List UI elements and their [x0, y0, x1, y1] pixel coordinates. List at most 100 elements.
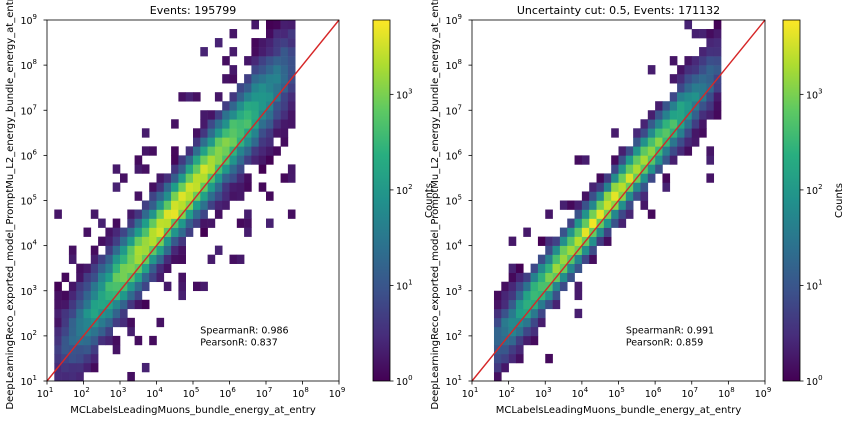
- heatmap-cell: [691, 110, 700, 120]
- heatmap-cell: [537, 263, 546, 273]
- heatmap-cell: [141, 281, 150, 292]
- heatmap-cell: [105, 281, 113, 292]
- heatmap-cell: [141, 128, 150, 138]
- heatmap-cell: [280, 47, 289, 57]
- heatmap-cell: [193, 281, 201, 292]
- colorbar-tick-label: 101: [806, 278, 823, 292]
- heatmap-cell: [83, 353, 92, 364]
- heatmap-cell: [200, 146, 208, 156]
- heatmap-cell: [120, 263, 128, 273]
- heatmap-cell: [54, 281, 62, 292]
- heatmap-cell: [229, 29, 238, 39]
- heatmap-cell: [229, 173, 238, 183]
- heatmap-cell: [258, 65, 267, 75]
- heatmap-cell: [523, 326, 531, 337]
- heatmap-cell: [193, 128, 201, 138]
- heatmap-cell: [574, 209, 583, 219]
- heatmap-cell: [633, 137, 641, 147]
- heatmap-cell: [120, 317, 128, 328]
- heatmap-cell: [258, 47, 267, 57]
- colorbar-tick-label: 102: [396, 183, 413, 197]
- heatmap-cell: [706, 110, 715, 120]
- heatmap-cell: [596, 200, 605, 210]
- heatmap-cell: [83, 227, 92, 237]
- heatmap-cell: [163, 245, 172, 255]
- x-tick-label: 101: [462, 386, 479, 400]
- heatmap-cell: [574, 155, 583, 165]
- heatmap-cell: [691, 56, 700, 66]
- heatmap-cell: [618, 146, 627, 156]
- heatmap-cell: [244, 227, 252, 237]
- heatmap-cell: [508, 263, 517, 273]
- heatmap-cell: [207, 191, 216, 201]
- heatmap-cell: [699, 74, 707, 84]
- x-tick-label: 107: [681, 386, 698, 400]
- heatmap-cell: [537, 254, 546, 264]
- heatmap-cell: [633, 146, 641, 156]
- heatmap-cell: [112, 317, 121, 328]
- heatmap-cell: [655, 128, 663, 138]
- heatmap-cell: [156, 245, 165, 255]
- heatmap-cell: [273, 110, 281, 120]
- heatmap-cell: [501, 362, 509, 373]
- heatmap-cell: [61, 362, 70, 373]
- heatmap-cell: [258, 74, 267, 84]
- heatmap-cell: [669, 74, 678, 84]
- heatmap-cell: [618, 218, 627, 228]
- heatmap-cell: [559, 245, 568, 255]
- heatmap-cell: [98, 236, 106, 246]
- heatmap-cell: [68, 326, 77, 337]
- heatmap-cell: [251, 110, 259, 120]
- heatmap-cell: [640, 146, 649, 156]
- heatmap-cell: [156, 272, 165, 283]
- heatmap-cell: [134, 164, 143, 174]
- right-x-axis-label: MCLabelsLeadingMuons_bundle_energy_at_en…: [496, 405, 742, 416]
- heatmap-cell: [266, 74, 274, 84]
- heatmap-cell: [83, 344, 92, 355]
- heatmap-cell: [127, 317, 135, 328]
- heatmap-cell: [266, 110, 274, 120]
- heatmap-cell: [603, 218, 612, 228]
- heatmap-cell: [640, 173, 649, 183]
- heatmap-cell: [90, 272, 99, 283]
- heatmap-cell: [68, 335, 77, 346]
- heatmap-cell: [508, 299, 517, 310]
- heatmap-cell: [178, 254, 186, 264]
- heatmap-cell: [523, 227, 531, 237]
- heatmap-cell: [677, 74, 685, 84]
- heatmap-cell: [691, 128, 700, 138]
- heatmap-cell: [171, 191, 179, 201]
- heatmap-cell: [545, 245, 553, 255]
- x-tick-label: 107: [256, 386, 273, 400]
- heatmap-cell: [229, 101, 238, 111]
- heatmap-cell: [266, 92, 274, 102]
- heatmap-cell: [222, 119, 230, 129]
- heatmap-cell: [141, 146, 150, 156]
- heatmap-cell: [647, 173, 656, 183]
- heatmap-cell: [141, 245, 150, 255]
- heatmap-cell: [222, 110, 230, 120]
- heatmap-cell: [691, 137, 700, 147]
- x-tick-label: 105: [608, 386, 625, 400]
- y-tick-label: 107: [20, 103, 37, 117]
- heatmap-cell: [236, 83, 245, 93]
- heatmap-cell: [574, 263, 583, 273]
- heatmap-cell: [633, 182, 641, 192]
- y-tick-label: 106: [20, 148, 37, 162]
- heatmap-cell: [207, 119, 216, 129]
- heatmap-cell: [684, 83, 693, 93]
- x-tick-label: 106: [219, 386, 236, 400]
- heatmap-cell: [523, 317, 531, 328]
- heatmap-cell: [105, 272, 113, 283]
- heatmap-cell: [207, 164, 216, 174]
- heatmap-cell: [677, 110, 685, 120]
- heatmap-cell: [669, 110, 678, 120]
- heatmap-cell: [149, 218, 157, 228]
- heatmap-cell: [515, 308, 524, 319]
- heatmap-cell: [266, 119, 274, 129]
- heatmap-cell: [178, 92, 186, 102]
- heatmap-cell: [684, 20, 693, 30]
- heatmap-cell: [266, 191, 274, 201]
- heatmap-cell: [273, 38, 281, 48]
- heatmap-cell: [501, 290, 509, 301]
